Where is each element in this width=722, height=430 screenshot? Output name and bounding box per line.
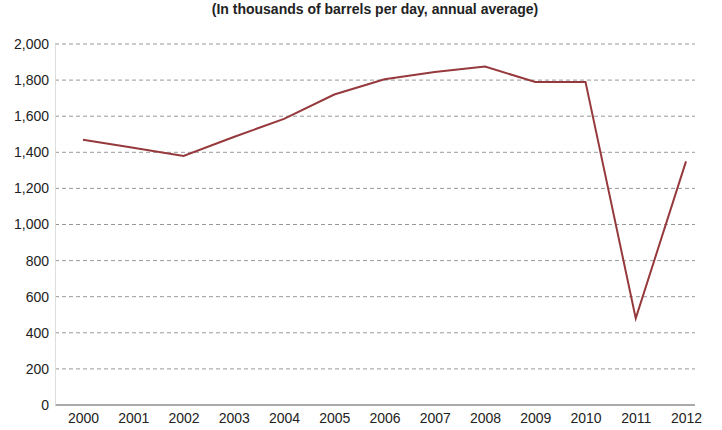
y-tick-label: 1,600: [14, 108, 49, 124]
grid: [55, 44, 695, 405]
x-tick: 2000: [68, 405, 99, 426]
x-tick-label: 2002: [168, 410, 199, 426]
x-axis-line: [84, 405, 687, 406]
x-tick: 2012: [671, 405, 702, 426]
x-tick: 2005: [319, 405, 350, 426]
grid-line: [55, 332, 695, 333]
x-tick: 2009: [520, 405, 551, 426]
y-tick-label: 800: [26, 253, 50, 269]
grid-line: [55, 368, 695, 369]
x-tick: 2004: [269, 405, 300, 426]
title: (In thousands of barrels per day, annual…: [212, 1, 539, 17]
grid-line: [55, 405, 695, 406]
y-tick: 600: [26, 289, 55, 305]
x-tick: 2008: [470, 405, 501, 426]
grid-line: [55, 260, 695, 261]
y-tick-label: 2,000: [14, 36, 49, 52]
y-tick: 1,600: [14, 108, 55, 124]
y-tick: 400: [26, 325, 55, 341]
x-tick: 2001: [118, 405, 149, 426]
x-tick-label: 2000: [68, 410, 99, 426]
x-tick: 2002: [168, 405, 199, 426]
x-tick-label: 2010: [570, 410, 601, 426]
y-tick-label: 200: [26, 361, 50, 377]
x-axis: 2000 2001 2002 2003 2004 2005 2006 2007 2008 2009…: [68, 405, 702, 426]
x-tick: 2010: [570, 405, 601, 426]
x-tick-label: 2009: [520, 410, 551, 426]
grid-line: [55, 152, 695, 153]
plot-area: [83, 67, 686, 319]
x-tick-label: 2008: [470, 410, 501, 426]
y-tick-label: 0: [41, 397, 49, 413]
grid-line: [55, 296, 695, 297]
x-tick: 2007: [420, 405, 451, 426]
x-tick-label: 2012: [671, 410, 702, 426]
x-tick-label: 2007: [420, 410, 451, 426]
grid-line: [55, 80, 695, 81]
y-tick-label: 1,000: [14, 216, 49, 232]
y-tick: 1,400: [14, 144, 55, 160]
grid-line: [55, 188, 695, 189]
x-tick: 2006: [369, 405, 400, 426]
grid-line: [55, 224, 695, 225]
y-tick: 800: [26, 253, 55, 269]
y-tick: 1,200: [14, 180, 55, 196]
y-tick: 1,000: [14, 216, 55, 232]
y-tick-label: 600: [26, 289, 50, 305]
grid-line: [55, 44, 695, 45]
x-tick-label: 2004: [269, 410, 300, 426]
x-tick-label: 2003: [219, 410, 250, 426]
x-tick: 2011: [621, 405, 651, 426]
y-tick-label: 400: [26, 325, 50, 341]
x-tick-label: 2011: [621, 410, 651, 426]
y-tick: 2,000: [14, 36, 55, 52]
chart: (In thousands of barrels per day, annual…: [0, 0, 722, 430]
y-axis: 0 200 400 600 800 1,000 1,200 1,400 1,600 1,800 2,…: [14, 36, 56, 413]
y-axis-line: [55, 45, 56, 406]
y-tick: 1,800: [14, 72, 55, 88]
y-tick: 200: [26, 361, 55, 377]
y-tick-label: 1,800: [14, 72, 49, 88]
x-tick-label: 2006: [369, 410, 400, 426]
grid-line: [55, 116, 695, 117]
y-tick-label: 1,400: [14, 144, 49, 160]
y-tick: 0: [41, 397, 55, 413]
x-tick-label: 2001: [118, 410, 149, 426]
x-tick-label: 2005: [319, 410, 350, 426]
x-tick: 2003: [219, 405, 250, 426]
data-line: [83, 67, 686, 319]
y-tick-label: 1,200: [14, 180, 49, 196]
